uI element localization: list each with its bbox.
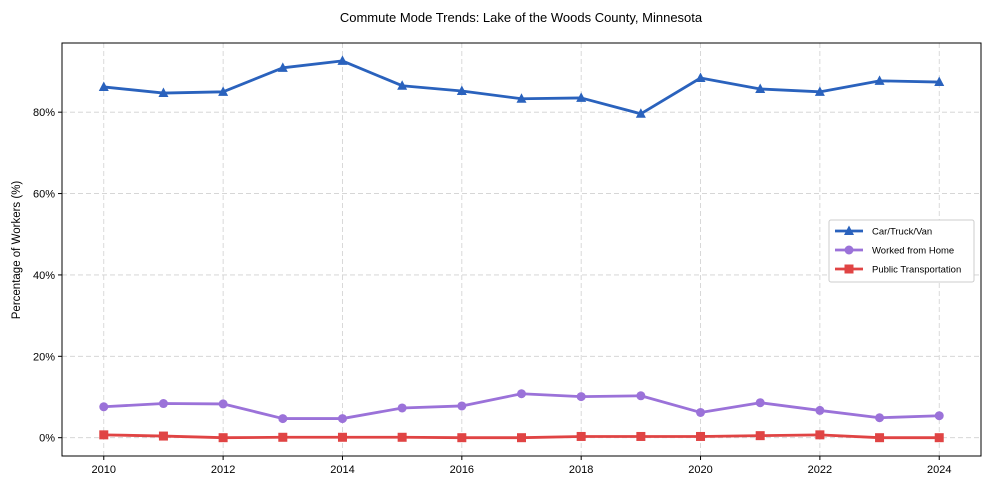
- data-point: [576, 392, 586, 402]
- data-point: [934, 433, 944, 443]
- data-point: [875, 433, 885, 443]
- data-point: [397, 432, 407, 442]
- x-tick-label: 2020: [688, 464, 712, 476]
- x-tick-label: 2012: [211, 464, 235, 476]
- data-point: [99, 430, 109, 440]
- data-point: [516, 93, 527, 103]
- data-point: [934, 411, 944, 421]
- data-point: [576, 431, 586, 441]
- data-point: [278, 432, 288, 442]
- x-tick-label: 2014: [330, 464, 354, 476]
- data-point: [635, 108, 646, 118]
- data-point: [99, 402, 109, 412]
- data-point: [277, 62, 288, 72]
- data-point: [695, 72, 706, 82]
- data-point: [158, 431, 168, 441]
- data-point: [158, 87, 169, 98]
- series-line: [103, 59, 940, 116]
- series-car-truck-van: [98, 55, 945, 118]
- data-point: [874, 75, 885, 85]
- legend-label: Public Transportation: [872, 265, 961, 276]
- chart-title: Commute Mode Trends: Lake of the Woods C…: [340, 10, 703, 25]
- series-worked-from-home: [99, 389, 944, 424]
- legend: Car/Truck/Van Worked from Home Public Tran…: [828, 219, 975, 283]
- data-point: [576, 92, 587, 102]
- plot-frame: [61, 42, 982, 457]
- x-tick-label: 2010: [92, 464, 116, 476]
- data-point: [337, 55, 348, 65]
- y-tick-label: 80%: [33, 107, 55, 119]
- x-tick-label: 2022: [808, 464, 832, 476]
- data-point: [218, 399, 228, 409]
- data-point: [934, 76, 945, 87]
- data-point: [456, 85, 467, 96]
- x-tick-label: 2018: [569, 464, 593, 476]
- data-point: [814, 86, 825, 96]
- data-point: [755, 431, 765, 441]
- data-point: [337, 414, 347, 424]
- legend-box: [828, 219, 975, 283]
- data-point: [337, 432, 347, 442]
- data-point: [815, 405, 825, 415]
- y-axis-label: Percentage of Workers (%): [11, 181, 23, 320]
- data-point: [218, 433, 228, 443]
- data-point: [517, 389, 526, 399]
- data-point: [457, 401, 467, 411]
- data-point: [98, 81, 109, 91]
- x-tick-label: 2024: [927, 464, 951, 476]
- data-point: [158, 399, 168, 409]
- data-point: [636, 431, 646, 441]
- data-point: [218, 86, 229, 96]
- data-point: [755, 398, 765, 408]
- data-point: [517, 433, 526, 443]
- data-point: [875, 413, 885, 423]
- y-tick-label: 40%: [33, 270, 55, 282]
- legend-label: Worked from Home: [872, 246, 954, 257]
- data-point: [278, 414, 288, 424]
- legend-marker: [844, 225, 854, 235]
- legend-label: Car/Truck/Van: [872, 227, 932, 238]
- data-point: [397, 403, 407, 413]
- data-point: [397, 80, 408, 90]
- data-point: [457, 433, 467, 443]
- legend-marker: [844, 245, 854, 255]
- data-point: [696, 407, 706, 417]
- y-tick-label: 60%: [33, 189, 55, 201]
- y-tick-label: 20%: [33, 351, 55, 363]
- data-point: [636, 391, 646, 401]
- y-tick-label: 0%: [39, 433, 55, 445]
- legend-marker: [844, 264, 854, 274]
- data-point: [755, 83, 766, 93]
- series-public-transportation: [99, 430, 944, 443]
- data-point: [815, 430, 825, 440]
- data-point: [696, 431, 706, 441]
- x-tick-label: 2016: [450, 464, 474, 476]
